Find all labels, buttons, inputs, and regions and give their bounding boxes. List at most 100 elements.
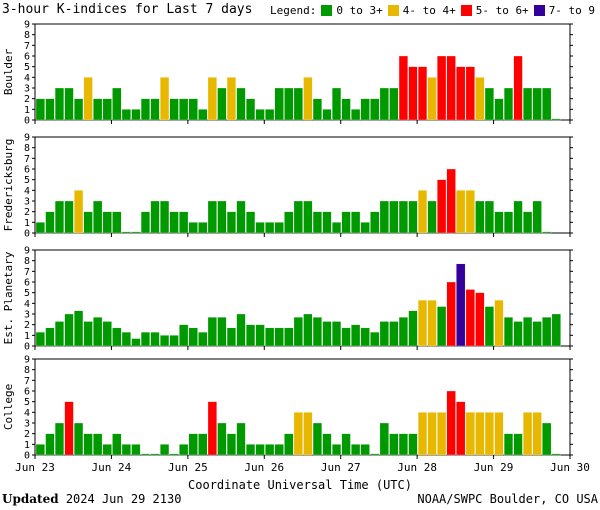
bar [188,98,198,121]
updated-stamp: Updated 2024 Jun 29 2130 [2,492,181,506]
bar [102,98,112,121]
bar [370,211,380,234]
bar [532,321,542,347]
bar [160,200,170,234]
bar [236,200,246,234]
bar [217,200,227,234]
bar [160,444,170,456]
bar [112,211,122,234]
y-tick-label: 4 [24,73,30,84]
bar [503,211,514,234]
x-tick-label: Jun 24 [92,461,132,474]
y-tick-label: 3 [24,84,30,95]
bar [226,77,236,121]
updated-value: 2024 Jun 29 2130 [65,492,182,506]
x-axis-title: Coordinate Universal Time (UTC) [188,478,412,492]
y-tick-label: 1 [24,105,30,116]
y-tick-label: 5 [24,397,30,408]
legend-swatch-red [460,5,472,16]
bar [360,222,370,234]
bar [341,211,351,234]
bar [140,331,150,347]
bar [131,231,141,234]
bar [226,211,236,234]
bar [523,211,533,234]
chart-title: 3-hour K-indices for Last 7 days [2,2,253,17]
bar [312,98,322,121]
bar [360,327,370,347]
bar [351,324,361,347]
bar [274,87,284,121]
bar [236,422,246,456]
y-tick-label: 9 [24,246,30,257]
y-tick-label: 2 [24,429,30,440]
bar [274,327,284,347]
x-tick-label: Jun 28 [397,461,437,474]
bar [179,211,189,234]
bar [417,299,428,347]
bar [513,55,523,121]
bar [427,77,437,121]
bar [131,444,141,456]
bar [131,109,141,121]
bar [179,444,189,456]
bar [121,444,131,456]
bar [35,222,45,234]
bar [322,321,332,347]
legend-item-2: 5- to 6+ [475,4,529,17]
y-tick-label: 7 [24,154,30,165]
y-tick-label: 1 [24,331,30,342]
bar [217,422,227,456]
bar [93,98,103,121]
bar [83,211,93,234]
bar [207,317,217,347]
y-tick-label: 4 [24,408,30,419]
bar [542,317,552,347]
bar [427,299,437,347]
bar [207,77,217,121]
bar [379,321,389,347]
bar [408,66,418,121]
bar [341,98,351,121]
bar [332,87,342,121]
bar [484,306,494,347]
y-tick-label: 2 [24,207,30,218]
bar [121,109,131,121]
y-tick-label: 8 [24,143,30,154]
bar [246,98,256,121]
y-tick-label: 2 [24,94,30,105]
legend-swatch-purple [533,5,545,16]
bar [188,433,198,456]
bar [54,87,65,121]
y-tick-label: 9 [24,355,30,366]
legend-swatch-yellow [387,5,399,16]
bar [389,433,399,456]
bar [207,200,217,234]
bar [484,87,494,121]
bar [475,77,485,121]
bar [551,313,561,347]
y-tick-label: 7 [24,41,30,52]
bar [417,66,428,121]
bar [112,433,122,456]
bar [503,87,514,121]
bar [551,453,561,456]
bar [417,190,428,234]
bar [408,433,418,456]
bar [169,211,179,234]
bar [160,335,170,347]
bar [274,444,284,456]
bar [64,401,74,456]
bar [427,412,437,456]
bar [446,281,456,347]
bar [494,412,504,456]
bar [265,327,275,347]
bar [303,412,313,456]
bar [284,211,294,234]
legend-label: Legend: [270,4,317,17]
bar [465,412,475,456]
bar [121,231,131,234]
bar [274,222,284,234]
y-tick-label: 0 [24,116,30,127]
bar [484,412,494,456]
